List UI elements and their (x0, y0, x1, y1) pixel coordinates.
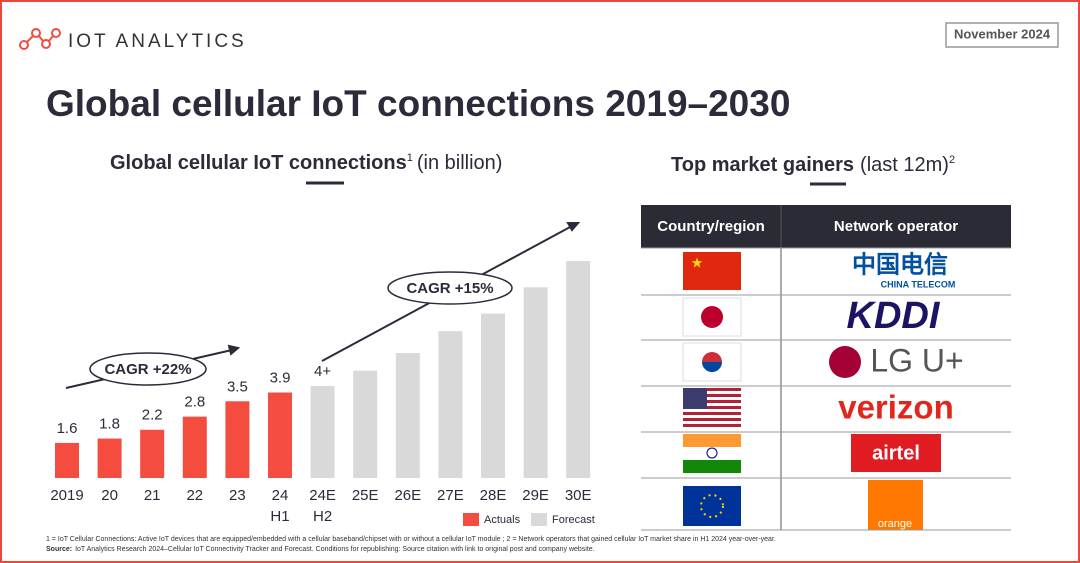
x-tick-label: 24E H2 (309, 487, 336, 525)
operator-logos: 中国电信 CHINA TELECOM KDDI LG U+ verizon ai… (829, 250, 964, 530)
table-header-cell: Country/region (657, 218, 765, 235)
operator: airtel (872, 442, 920, 464)
bar (353, 370, 378, 478)
x-tick-line: 24 (272, 487, 289, 504)
date-box (945, 22, 1059, 48)
table-header-cell: Network operator (834, 218, 958, 235)
data-label: 1.8 (99, 416, 120, 433)
logo-icon (19, 28, 61, 50)
data-label: 2.8 (184, 394, 205, 411)
bar (438, 331, 463, 478)
x-tick-label: 27E (437, 487, 464, 504)
chart-title-main: Global cellular IoT connections (110, 152, 407, 174)
source-label: Source: (46, 546, 72, 553)
x-tick-label: 21 (144, 487, 161, 504)
bar (566, 261, 591, 478)
data-label: 3.5 (227, 378, 248, 395)
data-label: 3.9 (270, 369, 291, 386)
chart-subtitle: (in billion) (417, 152, 503, 174)
operator: CHINA TELECOM (881, 279, 956, 289)
operator: orange (878, 518, 912, 530)
page-title: Global cellular IoT connections 2019–203… (46, 83, 790, 124)
x-tick-label: 30E (565, 487, 592, 504)
x-tick-label: 24 H1 (270, 487, 289, 525)
data-label: 1.6 (57, 420, 78, 437)
bar (182, 416, 207, 478)
bar (225, 401, 250, 478)
operator: 中国电信 (852, 250, 948, 278)
operator: KDDI (847, 295, 941, 337)
legend-swatch (463, 513, 479, 526)
x-tick-line: 24E (309, 487, 336, 504)
data-label: 4+ (314, 363, 331, 380)
bar (55, 442, 79, 478)
x-tick-label: 28E (480, 487, 507, 504)
operator: verizon (838, 389, 954, 426)
bar (97, 438, 122, 478)
x-tick-line: H1 (270, 508, 289, 525)
svg-text:★: ★ (691, 255, 704, 271)
footnote-ref: 1 (407, 152, 413, 164)
footnote-ref: 2 (949, 154, 955, 166)
legend-swatch (531, 513, 547, 526)
chart-title: Global cellular IoT connections1 (in bill… (110, 152, 502, 174)
source-text: IoT Analytics Research 2024–Cellular IoT… (75, 546, 595, 553)
bar (268, 392, 292, 478)
bar (140, 429, 165, 478)
date: November 2024 (954, 26, 1051, 41)
x-tick-label: 22 (186, 487, 203, 504)
footnote: Source: IoT Analytics Research 2024–Cellu… (46, 546, 595, 553)
data-label: 2.2 (142, 407, 163, 424)
table-title-note: (last 12m) (860, 154, 949, 176)
bar (310, 385, 335, 478)
x-tick-label: 20 (101, 487, 118, 504)
annotation-bubble (89, 352, 207, 386)
table-header (641, 205, 1011, 248)
legend-label: Actuals (484, 514, 521, 526)
x-tick-label: 29E (522, 487, 549, 504)
bar (395, 353, 420, 478)
x-tick-label: 26E (394, 487, 421, 504)
annotation: CAGR +15% (406, 280, 493, 297)
flags: ★ (682, 252, 742, 526)
table-title-main: Top market gainers (671, 154, 854, 176)
annotation-bubble (387, 271, 513, 305)
footnote: 1 = IoT Cellular Connections: Active IoT… (46, 536, 776, 543)
x-tick-line: H2 (313, 508, 332, 525)
x-tick-label: 25E (352, 487, 379, 504)
annotation: CAGR +22% (104, 361, 191, 378)
x-tick-label: 2019 (50, 487, 83, 504)
legend-label: Forecast (552, 514, 595, 526)
x-tick-label: 23 (229, 487, 246, 504)
brand: IOT ANALYTICS (68, 31, 247, 52)
table-title: Top market gainers (last 12m)2 (671, 154, 955, 176)
bar (481, 313, 505, 478)
bar (523, 287, 548, 478)
operator: LG U+ (870, 342, 963, 378)
